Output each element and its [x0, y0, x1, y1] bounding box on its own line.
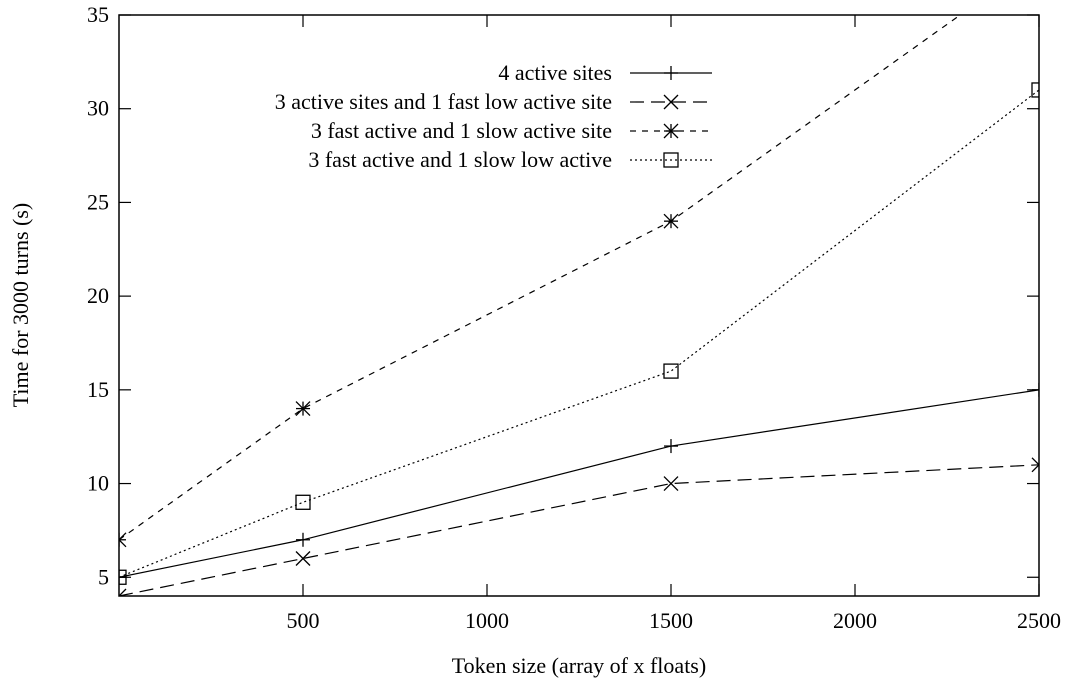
data-point-plus: [664, 439, 678, 454]
data-point-plus: [296, 532, 310, 547]
y-tick-label: 15: [87, 377, 109, 402]
data-point-plus: [1032, 382, 1039, 397]
legend-label: 3 active sites and 1 fast low active sit…: [275, 89, 612, 114]
data-point-star: [663, 123, 679, 139]
y-tick-label: 25: [87, 189, 109, 214]
axes: 500 1000 1500 2000 2500 5 10 15 20 25 30 35: [87, 2, 1061, 633]
series-1: [119, 382, 1039, 585]
legend-item: 3 active sites and 1 fast low active sit…: [275, 89, 712, 114]
legend-label: 3 fast active and 1 slow low active: [308, 147, 612, 172]
data-point-cross: [663, 476, 679, 492]
y-tick-label: 30: [87, 96, 109, 121]
series-line: [119, 464, 1039, 596]
data-point-star: [295, 401, 311, 417]
x-tick-label: 1000: [465, 608, 509, 633]
data-point-square: [1031, 82, 1039, 98]
data-point-cross: [1031, 457, 1039, 473]
data-point-square: [663, 363, 679, 379]
legend-label: 3 fast active and 1 slow active site: [311, 118, 612, 143]
legend-item: 3 fast active and 1 slow low active: [308, 147, 712, 172]
y-tick-label: 5: [98, 564, 109, 589]
legend: 4 active sites 3 active sites and 1 fast …: [275, 60, 712, 172]
series-4: [119, 82, 1039, 585]
x-axis-label: Token size (array of x floats): [452, 653, 706, 678]
legend-label: 4 active sites: [498, 60, 612, 85]
series-layer: [119, 15, 1039, 596]
data-point-cross: [119, 588, 127, 596]
y-tick-label: 10: [87, 471, 109, 496]
data-point-cross: [295, 551, 311, 566]
data-point-square: [119, 569, 127, 585]
series-3: [119, 15, 962, 548]
legend-item: 3 fast active and 1 slow active site: [311, 118, 712, 143]
series-line: [119, 389, 1039, 578]
data-point-plus: [119, 570, 126, 585]
x-tick-label: 2500: [1017, 608, 1061, 633]
y-tick-label: 35: [87, 2, 109, 27]
legend-item: 4 active sites: [498, 60, 712, 85]
series-line: [119, 15, 962, 541]
y-axis-label: Time for 3000 turns (s): [8, 203, 33, 408]
y-tick-label: 20: [87, 283, 109, 308]
data-point-cross: [663, 94, 679, 110]
data-point-square: [663, 152, 679, 168]
x-tick-label: 500: [287, 608, 320, 633]
data-point-plus: [664, 66, 678, 80]
data-point-star: [119, 532, 127, 548]
x-tick-label: 2000: [833, 608, 877, 633]
data-point-square: [295, 494, 311, 510]
data-point-star: [663, 213, 679, 229]
series-2: [119, 457, 1039, 596]
series-line: [119, 89, 1039, 578]
x-tick-label: 1500: [649, 608, 693, 633]
plot-frame: [118, 14, 1040, 597]
